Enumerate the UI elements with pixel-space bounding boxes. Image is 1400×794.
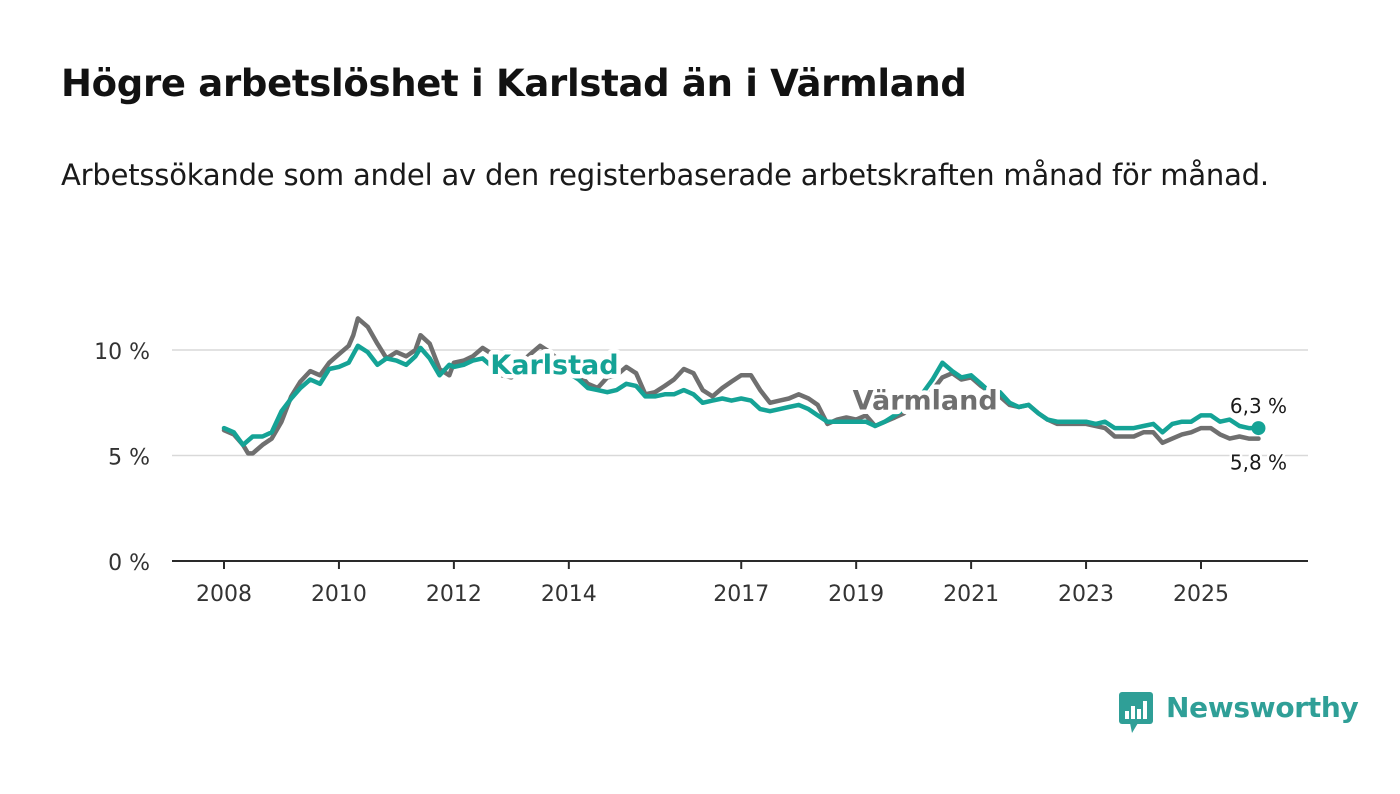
- bar-chart-speech-icon: [1119, 692, 1153, 733]
- series-label-vrmland: Värmland: [853, 386, 998, 417]
- series-label-karlstad: Karlstad: [490, 350, 618, 381]
- y-tick-label: 0 %: [108, 551, 150, 576]
- x-tick-label: 2019: [828, 582, 884, 607]
- chart-title: Högre arbetslöshet i Karlstad än i Värml…: [61, 62, 967, 105]
- end-point-karlstad: [1251, 421, 1266, 436]
- chart-subtitle: Arbetssökande som andel av den registerb…: [61, 158, 1269, 192]
- line-chart: 0 % 5 % 10 % 2008 2010 2012 2014 2017 2019 2021 20…: [94, 316, 1308, 607]
- brand-name: Newsworthy: [1166, 691, 1359, 724]
- x-tick-label: 2021: [943, 582, 999, 607]
- newsworthy-logo[interactable]: Newsworthy: [1118, 689, 1359, 737]
- series-line-karlstad: [221, 343, 1261, 448]
- x-tick-label: 2025: [1173, 582, 1229, 607]
- x-tick-label: 2017: [713, 582, 769, 607]
- x-tick-label: 2014: [541, 582, 597, 607]
- end-value-label-karlstad: 6,3 %: [1230, 394, 1287, 418]
- y-tick-label: 10 %: [94, 340, 150, 365]
- x-tick-label: 2023: [1058, 582, 1114, 607]
- x-tick-label: 2008: [196, 582, 252, 607]
- x-tick-label: 2010: [311, 582, 367, 607]
- end-value-label-vrmland: 5,8 %: [1230, 451, 1287, 475]
- y-tick-label: 5 %: [108, 446, 150, 471]
- series-line-vrmland: [221, 316, 1261, 456]
- x-tick-label: 2012: [426, 582, 482, 607]
